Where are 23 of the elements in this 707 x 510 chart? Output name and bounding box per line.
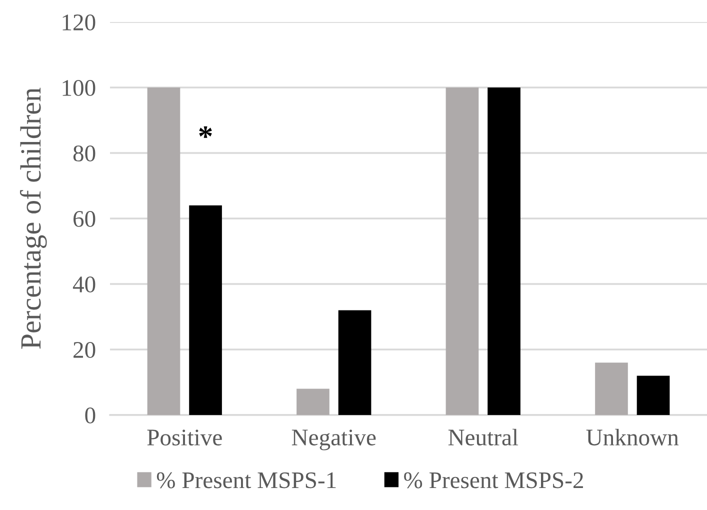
y-tick-label: 60	[74, 210, 96, 227]
bar	[488, 88, 520, 415]
y-tick-label: 100	[62, 80, 96, 96]
legend-label: % Present MSPS-1	[156, 472, 336, 488]
y-tick-label: 40	[72, 276, 96, 292]
y-tick-label: 80	[73, 145, 96, 162]
y-tick-label: 20	[74, 342, 96, 358]
bar	[595, 362, 628, 415]
x-tick-label: Negative	[292, 430, 376, 450]
x-tick-label: Neutral	[448, 428, 518, 446]
y-tick-label: 120	[62, 14, 96, 30]
x-tick-label: Positive	[147, 430, 222, 446]
bar	[338, 310, 372, 415]
legend-label: % Present MSPS-2	[404, 472, 583, 488]
y-tick-label: 0	[85, 407, 96, 424]
y-axis-title: Percentage of children	[20, 88, 47, 349]
bar	[296, 388, 330, 415]
annotation: *	[199, 126, 212, 138]
x-tick-label: Unknown	[586, 428, 679, 446]
bar	[636, 376, 670, 415]
bar	[147, 88, 180, 415]
bar	[189, 205, 222, 415]
bar	[446, 88, 479, 415]
